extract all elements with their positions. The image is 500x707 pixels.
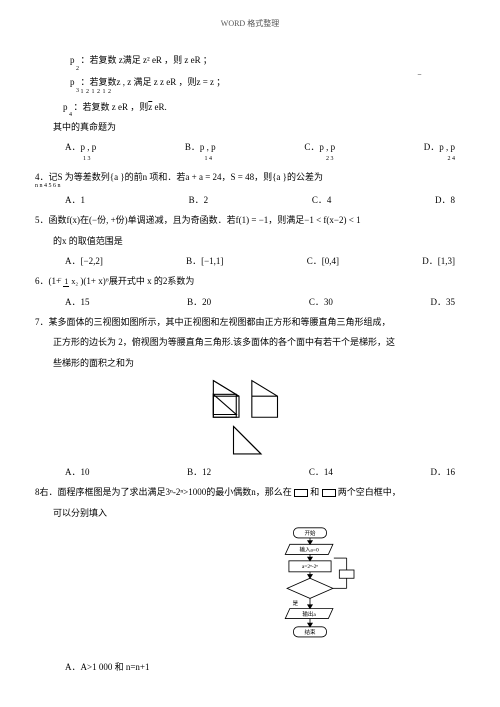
opt-4d: D．8 [435,193,455,207]
opt-4b: B．2 [189,193,209,207]
question-7-line2: 正方形的边长为 2，俯视图为等腰直角三角形.该多面体的各个面中有若干个是梯形，这 [53,335,465,349]
question-8-line1: 8右．面程序框图是为了求出满足3ⁿ-2ⁿ>1000的最小偶数n，那么在 和 两个… [35,485,465,499]
question-8-line2: 可以分别填入 [53,506,465,520]
flow-start-text: 开始 [305,529,316,537]
options-1: A．p , p B．p , p C．p , p D．p , p [65,140,465,154]
opt-1d: D．p , p [424,140,455,154]
opt-1a: A．p , p [65,140,96,154]
shapes-figure [35,376,465,459]
opt-7a: A．10 [65,465,90,479]
page-header: WORD 格式整理 [35,18,465,31]
blank-box-2 [322,489,336,497]
opt-7b: B．12 [187,465,211,479]
proposition-p2-text: ：若复数 z满足 z² eR ，则 z eR ； [81,53,466,67]
question-7-line1: 7．某多面体的三视图如图所示，其中正视图和左视图都由正方形和等腰直角三角形组成， [35,315,465,329]
question-4: 4．记S 为等差数列{a }的前n 项和．若a + a = 24，S = 48，… [35,170,465,184]
flowchart-svg: 开始 输入a=0 a=2ⁿ-2ⁿ 是 输出a 结束 [255,526,365,654]
proposition-p4: p4 ：若复数 z eR ，则z eR. [63,100,465,114]
opt-5d: D．[1,3] [422,254,455,268]
opt-6d: D．35 [431,295,456,309]
flow-proc-text: a=2ⁿ-2ⁿ [302,564,319,570]
question-5-line2: 的x 的取值范围是 [53,234,465,248]
question-7-line3: 些梯形的面积之和为 [53,356,465,370]
opt-6c: C．30 [309,295,333,309]
opt-4a: A．1 [65,193,85,207]
opt-1b: B．p , p [185,140,216,154]
options-5: A．[−2,2] B．[−1,1] C．[0,4] D．[1,3] [65,254,465,268]
options-4: A．1 B．2 C．4 D．8 [65,193,465,207]
true-prop-label: 其中的真命题为 [53,120,465,134]
flow-end-text: 结束 [305,628,316,636]
opt-5a: A．[−2,2] [65,254,103,268]
opt-6b: B．20 [187,295,211,309]
fraction-icon: 1− x₂ [63,278,78,286]
option-8a: A．A>1 000 和 n=n+1 [65,660,465,674]
question-6: 6．(1+ 1− x₂ )(1+ x)⁶展开式中 x 的2系数为 [35,274,465,288]
flow-output-text: 输出a [302,610,316,618]
opt-7d: D．16 [431,465,456,479]
options-1-subs: 1 3 1 4 2 3 2 4 [65,155,465,165]
question-5-line1: 5．函数f(x)在(−份, +份)单调递减，且为奇函数．若f(1) = −1，则… [35,213,465,227]
proposition-p2: p2 ：若复数 z满足 z² eR ，则 z eR ； [70,53,465,67]
opt-1c: C．p , p [304,140,335,154]
opt-6a: A．15 [65,295,90,309]
opt-7c: C．14 [309,465,333,479]
flowchart-figure: 开始 输入a=0 a=2ⁿ-2ⁿ 是 输出a 结束 [35,526,465,654]
flow-input-text: 输入a=0 [299,546,318,554]
proposition-p4-text: ：若复数 z eR ，则z eR. [74,100,466,114]
flow-yes-text: 是 [293,600,299,607]
options-6: A．15 B．20 C．30 D．35 [65,295,465,309]
three-view-svg [195,376,305,459]
proposition-p3-text: ：若复数z , z 满足 z z eR ，则z = z ； ‾ 1 2 1 2 … [81,75,466,89]
blank-box-1 [294,489,308,497]
opt-5b: B．[−1,1] [186,254,223,268]
proposition-p3: p3 ：若复数z , z 满足 z z eR ，则z = z ； ‾ 1 2 1… [70,75,465,89]
opt-5c: C．[0,4] [307,254,339,268]
options-7: A．10 B．12 C．14 D．16 [65,465,465,479]
opt-4c: C．4 [312,193,332,207]
